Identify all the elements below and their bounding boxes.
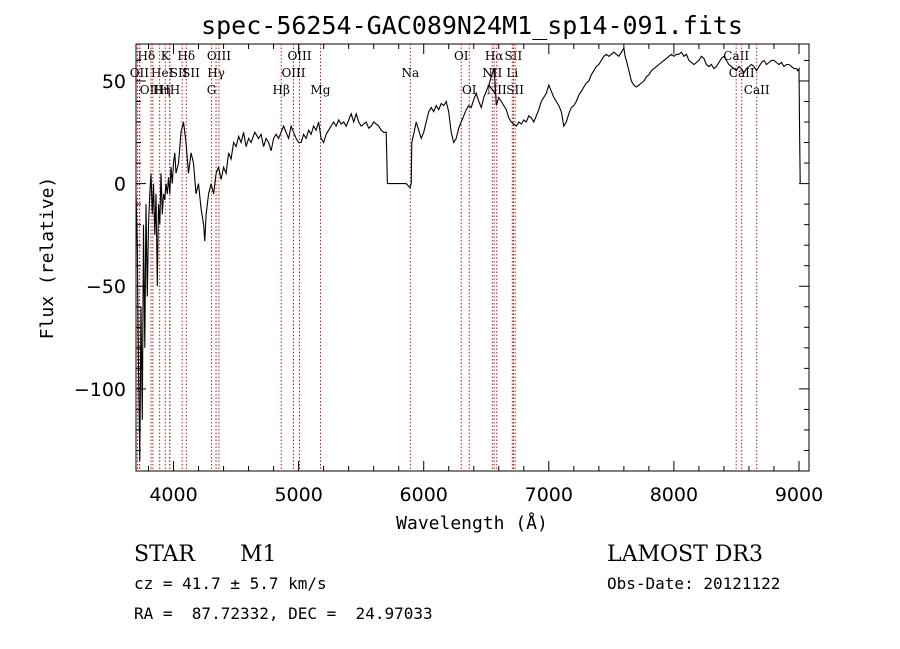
line-marker-label: OIII (287, 49, 311, 63)
line-marker-label: NII (487, 83, 507, 97)
spectrum-line (135, 46, 801, 461)
plot-frame (135, 43, 810, 472)
line-marker-label: SII (182, 66, 200, 80)
redshift-readout: cz = 41.7 ± 5.7 km/s (134, 574, 327, 593)
x-tick-label: 5000 (274, 484, 322, 506)
line-marker-label: Li (506, 66, 518, 80)
line-marker-label: Na (402, 66, 420, 80)
line-marker-label: SII (505, 49, 523, 63)
line-marker-label: OIII (281, 66, 305, 80)
object-class: STAR (134, 542, 196, 567)
survey-name: LAMOST DR3 (607, 542, 763, 567)
x-axis: 4000 5000 6000 7000 8000 9000 (148, 44, 823, 506)
line-marker-label: OI (454, 49, 469, 63)
x-tick-label: 8000 (650, 484, 698, 506)
y-axis-label: Flux (relative) (37, 177, 58, 340)
line-marker-label: SII (170, 66, 188, 80)
x-tick-label: 7000 (525, 484, 573, 506)
line-marker-label: Hγ (207, 66, 225, 80)
line-marker-label: Hα (485, 49, 504, 63)
y-tick-label: −50 (86, 276, 126, 298)
y-tick-label: 0 (114, 174, 126, 196)
line-marker-label: OI (462, 83, 477, 97)
x-tick-label: 9000 (775, 484, 823, 506)
coordinates-readout: RA = 87.72332, DEC = 24.97033 (134, 604, 433, 623)
x-tick-label: 6000 (400, 484, 448, 506)
line-marker-label: H (170, 83, 180, 97)
y-tick-label: −100 (74, 379, 126, 401)
line-marker-label: Hδ (177, 49, 195, 63)
line-marker-label: Mg (311, 83, 331, 97)
x-axis-label: Wavelength (Å) (396, 512, 548, 534)
line-marker-label: Hβ (273, 83, 290, 97)
chart-title: spec-56254-GAC089N24M1_sp14-091.fits (201, 11, 743, 40)
line-marker-label: HeI (151, 66, 174, 80)
line-marker-label: OIII (140, 83, 164, 97)
line-marker-label: CaII (723, 49, 749, 63)
line-marker-label: G (207, 83, 217, 97)
observation-date: Obs-Date: 20121122 (607, 574, 780, 593)
line-marker-label: SII (506, 83, 524, 97)
y-axis: −100 −50 0 50 (74, 59, 809, 472)
y-tick-label: 50 (102, 71, 126, 93)
line-marker-label: K (161, 49, 171, 63)
x-tick-label: 4000 (149, 484, 197, 506)
line-marker-label: Hη (153, 83, 171, 97)
object-subclass: M1 (240, 542, 277, 567)
line-marker-label: CaII (744, 83, 770, 97)
spectral-line-markers: HδOIIOIIIHeIHηHKSIIHHδSIIOIIIHγGHβOIIIOI… (130, 44, 770, 471)
spectrum-series (135, 46, 801, 461)
line-marker-label: OIII (207, 49, 231, 63)
